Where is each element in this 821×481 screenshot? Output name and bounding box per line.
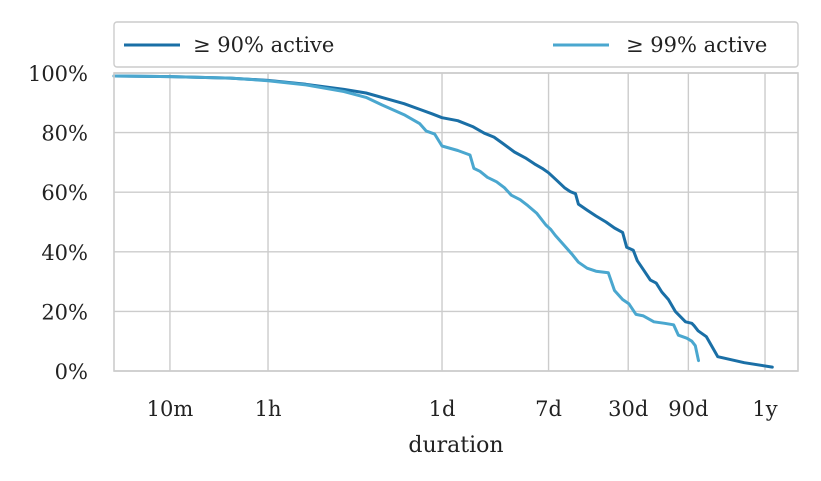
x-axis-title: duration bbox=[408, 433, 503, 458]
series-line-99-active bbox=[112, 74, 700, 363]
series-line-90-active bbox=[112, 74, 774, 369]
y-tick-label: 40% bbox=[41, 241, 88, 265]
y-tick-label: 60% bbox=[41, 181, 88, 205]
series-lines bbox=[112, 74, 774, 369]
x-tick-label: 1d bbox=[429, 397, 456, 421]
legend-box bbox=[113, 21, 799, 68]
legend: ≥ 90% active ≥ 99% active bbox=[113, 21, 799, 68]
plot-frame bbox=[113, 72, 799, 372]
y-tick-label: 100% bbox=[28, 62, 88, 86]
x-tick-label: 10m bbox=[147, 397, 194, 421]
y-tick-label: 80% bbox=[41, 122, 88, 146]
x-tick-label: 1y bbox=[752, 397, 777, 421]
x-tick-label: 1h bbox=[255, 397, 282, 421]
legend-label-90-active: ≥ 90% active bbox=[193, 33, 334, 57]
y-tick-label: 20% bbox=[41, 300, 88, 324]
legend-label-99-active: ≥ 99% active bbox=[626, 33, 767, 57]
y-tick-label: 0% bbox=[55, 360, 88, 384]
x-tick-label: 7d bbox=[535, 397, 562, 421]
tick-labels: 10m 1h 1d 7d 30d 90d 1y 0% 20% 40% 60% 80% 100% bbox=[28, 62, 778, 421]
x-tick-label: 90d bbox=[668, 397, 708, 421]
x-tick-label: 30d bbox=[608, 397, 648, 421]
